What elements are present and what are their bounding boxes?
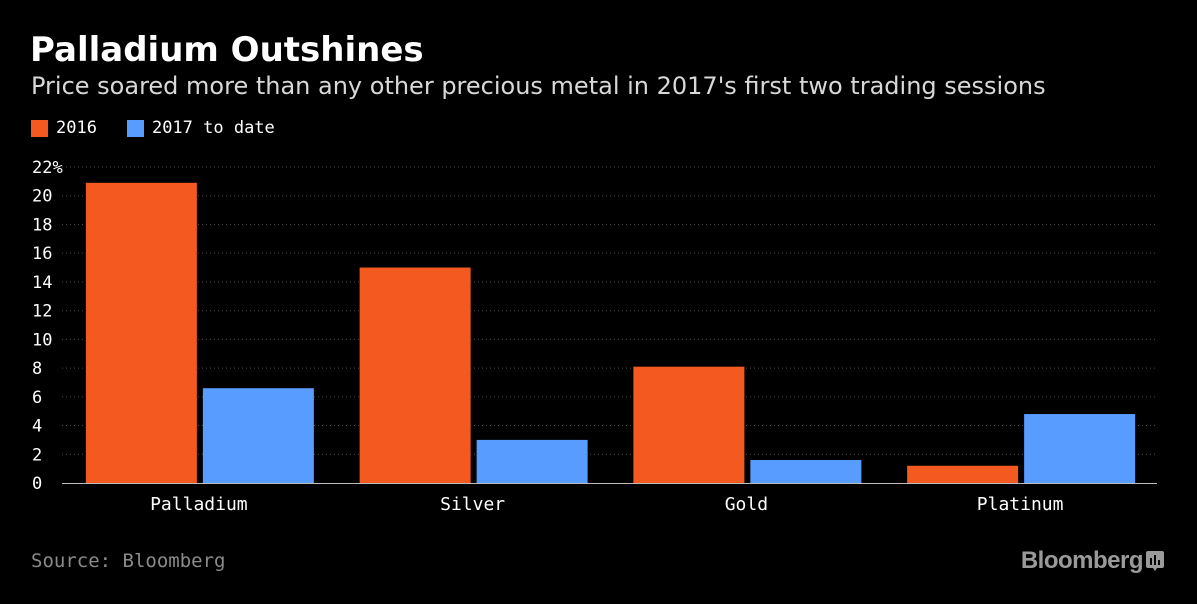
bar-gold-2017 bbox=[750, 460, 862, 483]
y-tick-label: 10 bbox=[32, 330, 52, 350]
x-tick-label: Platinum bbox=[977, 494, 1064, 515]
y-tick-label: 22% bbox=[32, 158, 63, 178]
legend-label-2016: 2016 bbox=[56, 118, 97, 138]
bar-platinum-2017 bbox=[1024, 414, 1136, 483]
bar-platinum-2016 bbox=[907, 465, 1019, 483]
y-tick-label: 20 bbox=[32, 187, 52, 207]
chart-title: Palladium Outshines bbox=[30, 30, 424, 70]
y-tick-label: 14 bbox=[32, 273, 52, 293]
y-tick-label: 16 bbox=[32, 244, 52, 264]
bloomberg-tag-icon bbox=[1146, 551, 1164, 571]
y-tick-label: 0 bbox=[32, 474, 42, 494]
bar-gold-2016 bbox=[633, 366, 745, 483]
chart-subtitle: Price soared more than any other preciou… bbox=[31, 72, 1046, 100]
bar-silver-2017 bbox=[476, 439, 588, 483]
legend-label-2017: 2017 to date bbox=[151, 118, 275, 138]
legend-swatch-2017 bbox=[126, 119, 144, 137]
y-tick-label: 2 bbox=[32, 445, 42, 465]
y-tick-label: 12 bbox=[32, 302, 52, 322]
bar-palladium-2017 bbox=[202, 388, 314, 483]
legend-item-2016: 2016 bbox=[31, 118, 97, 138]
bar-silver-2016 bbox=[359, 267, 471, 483]
legend-item-2017: 2017 to date bbox=[126, 118, 275, 138]
bloomberg-logo: Bloomberg bbox=[1020, 547, 1144, 574]
legend-swatch-2016 bbox=[31, 119, 48, 137]
y-tick-label: 18 bbox=[32, 215, 52, 235]
source-note: Source: Bloomberg bbox=[31, 550, 226, 572]
bar-palladium-2016 bbox=[85, 182, 197, 484]
x-tick-label: Gold bbox=[725, 494, 768, 515]
y-tick-label: 6 bbox=[32, 388, 42, 408]
y-tick-label: 4 bbox=[32, 417, 42, 437]
x-tick-label: Palladium bbox=[150, 494, 248, 515]
y-tick-label: 8 bbox=[32, 359, 42, 379]
legend: 2016 2017 to date bbox=[31, 117, 305, 139]
x-tick-label: Silver bbox=[440, 494, 505, 515]
